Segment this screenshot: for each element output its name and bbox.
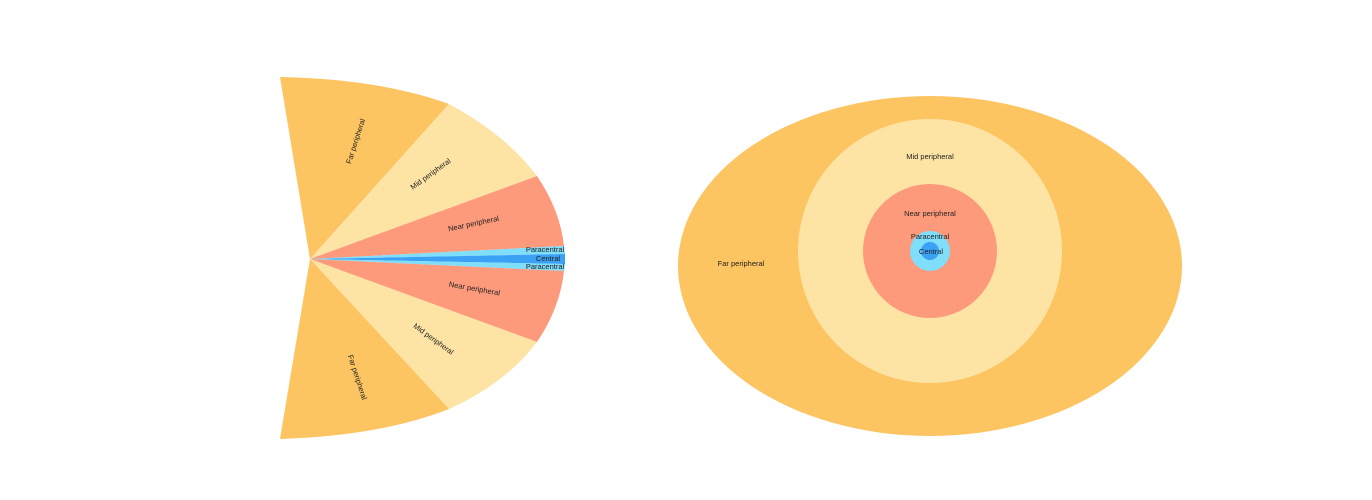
front-mid-peripheral-label: Mid peripheral	[906, 152, 954, 161]
paracentral-lower-label: Paracentral	[526, 262, 565, 271]
paracentral-lower-sector	[310, 259, 565, 271]
front-central-label: Central	[919, 247, 944, 256]
near-peripheral-upper-sector	[310, 176, 564, 259]
front-view-rings: Far peripheral Mid peripheral Near perip…	[678, 96, 1182, 436]
side-view-fan: Far peripheral Mid peripheral Near perip…	[280, 77, 565, 439]
near-peripheral-lower-sector	[310, 259, 564, 342]
central-sector	[310, 254, 565, 264]
central-disc	[921, 242, 939, 260]
front-near-peripheral-label: Near peripheral	[904, 209, 956, 218]
central-label: Central	[536, 254, 561, 263]
paracentral-upper-sector	[310, 246, 565, 259]
front-paracentral-label: Paracentral	[911, 232, 950, 241]
paracentral-upper-label: Paracentral	[526, 245, 565, 254]
far-peripheral-upper-sector	[280, 77, 449, 259]
far-peripheral-lower-sector	[280, 259, 449, 439]
mid-peripheral-upper-sector	[310, 104, 537, 259]
mid-peripheral-lower-sector	[310, 259, 537, 409]
front-far-peripheral-label: Far peripheral	[718, 259, 765, 268]
